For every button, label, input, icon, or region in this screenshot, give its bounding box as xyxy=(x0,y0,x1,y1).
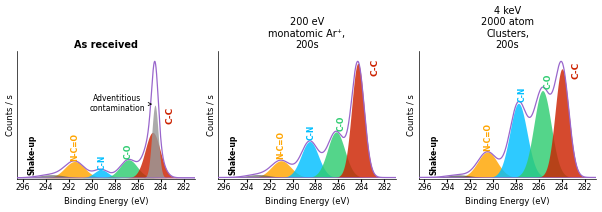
Text: C-O: C-O xyxy=(337,115,345,131)
Y-axis label: Counts / s: Counts / s xyxy=(206,94,216,136)
Text: C-C: C-C xyxy=(166,107,175,124)
Title: 200 eV
monatomic Ar⁺,
200s: 200 eV monatomic Ar⁺, 200s xyxy=(268,17,346,50)
X-axis label: Binding Energy (eV): Binding Energy (eV) xyxy=(265,197,349,206)
X-axis label: Binding Energy (eV): Binding Energy (eV) xyxy=(465,197,550,206)
Text: Shake-up: Shake-up xyxy=(228,135,237,175)
Text: N-C=O: N-C=O xyxy=(70,132,79,160)
Text: C-C: C-C xyxy=(371,59,380,77)
Text: N-C=O: N-C=O xyxy=(276,131,285,159)
Text: N-C=O: N-C=O xyxy=(483,123,492,151)
X-axis label: Binding Energy (eV): Binding Energy (eV) xyxy=(64,197,149,206)
Text: C-O: C-O xyxy=(544,74,553,89)
Text: C-O: C-O xyxy=(124,143,133,159)
Text: C-N: C-N xyxy=(517,87,526,102)
Text: Adventitious
contamination: Adventitious contamination xyxy=(89,94,151,113)
Text: C-C: C-C xyxy=(571,62,580,79)
Title: 4 keV
2000 atom
Clusters,
200s: 4 keV 2000 atom Clusters, 200s xyxy=(481,6,534,50)
Text: Shake-up: Shake-up xyxy=(429,135,438,175)
Text: C-N: C-N xyxy=(306,125,315,140)
Y-axis label: Counts / s: Counts / s xyxy=(5,94,14,136)
Y-axis label: Counts / s: Counts / s xyxy=(407,94,416,136)
Text: C-N: C-N xyxy=(98,154,107,170)
Text: Shake-up: Shake-up xyxy=(28,135,37,175)
Title: As received: As received xyxy=(74,40,138,50)
